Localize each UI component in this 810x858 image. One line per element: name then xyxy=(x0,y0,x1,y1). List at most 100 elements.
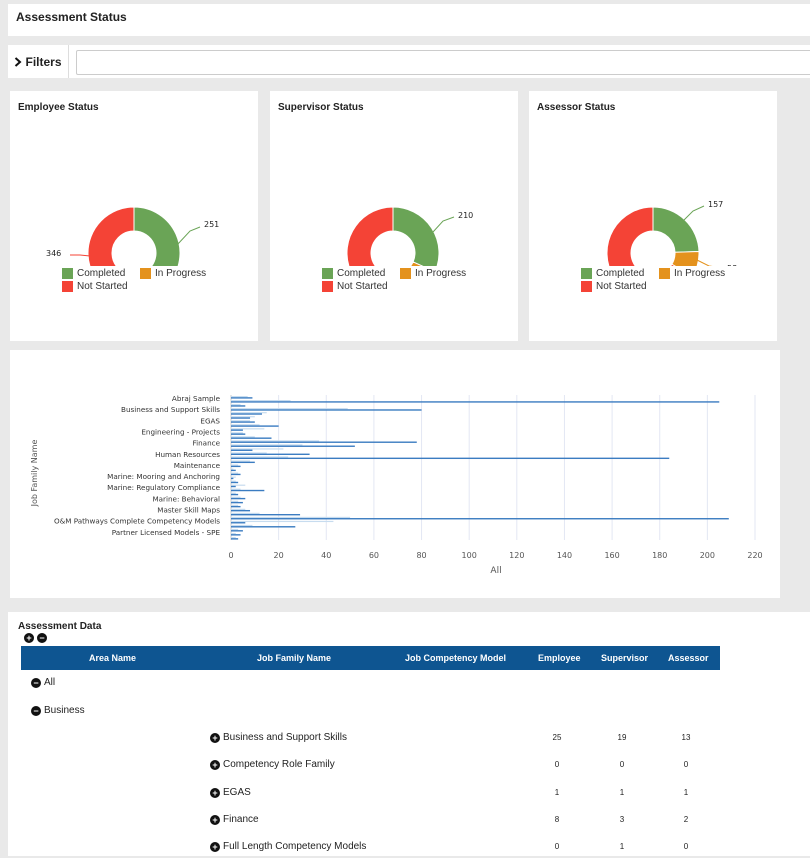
bar-light[interactable] xyxy=(231,488,241,490)
bar-light[interactable] xyxy=(231,448,284,450)
bar-light[interactable] xyxy=(231,476,236,478)
tree-node-business[interactable]: − Business xyxy=(31,705,85,716)
bar-dark[interactable] xyxy=(231,461,255,464)
bar-light[interactable] xyxy=(231,428,265,430)
bar-light[interactable] xyxy=(231,396,248,398)
col-employee[interactable]: Employee xyxy=(538,653,581,663)
bar-dark[interactable] xyxy=(231,473,241,476)
bar-dark[interactable] xyxy=(231,417,251,419)
pie-slice-in-progress[interactable] xyxy=(406,261,435,266)
bar-dark[interactable] xyxy=(231,465,241,468)
bar-dark[interactable] xyxy=(231,453,310,455)
job-family-cell[interactable]: + Finance xyxy=(210,814,259,825)
legend-in-progress[interactable]: In Progress xyxy=(659,268,725,279)
bar-light[interactable] xyxy=(231,460,251,462)
bar-light[interactable] xyxy=(231,416,255,418)
bar-light[interactable] xyxy=(231,524,253,527)
bar-light[interactable] xyxy=(231,456,289,458)
expand-plus-icon[interactable]: + xyxy=(210,814,220,825)
pie-slice-not-started[interactable] xyxy=(87,206,136,266)
job-family-cell[interactable]: + EGAS xyxy=(210,787,251,798)
bar-dark[interactable] xyxy=(231,509,251,512)
bar-light[interactable] xyxy=(231,532,236,535)
col-supervisor[interactable]: Supervisor xyxy=(601,653,649,663)
col-area-name[interactable]: Area Name xyxy=(89,653,137,663)
bar-light[interactable] xyxy=(231,400,291,402)
expand-all-plus-icon[interactable]: + xyxy=(24,633,34,643)
bar-dark[interactable] xyxy=(231,421,255,423)
bar-light[interactable] xyxy=(231,492,236,494)
bar-light[interactable] xyxy=(231,464,239,466)
bar-light[interactable] xyxy=(231,432,243,434)
tree-node-all[interactable]: − All xyxy=(31,677,55,688)
bar-light[interactable] xyxy=(231,500,239,502)
collapse-minus-icon[interactable]: − xyxy=(31,705,41,716)
bar-light[interactable] xyxy=(231,480,236,482)
bar-dark[interactable] xyxy=(231,526,296,528)
legend-not-started[interactable]: Not Started xyxy=(322,281,388,292)
filters-input[interactable] xyxy=(76,50,810,75)
legend-in-progress[interactable]: In Progress xyxy=(400,268,466,279)
bar-dark[interactable] xyxy=(231,485,236,488)
pie-slice-not-started[interactable] xyxy=(346,206,420,266)
bar-light[interactable] xyxy=(231,472,239,474)
bar-light[interactable] xyxy=(231,412,267,414)
pie-slice-not-started[interactable] xyxy=(606,206,693,266)
bar-dark[interactable] xyxy=(231,433,246,435)
bar-dark[interactable] xyxy=(231,425,279,427)
bar-dark[interactable] xyxy=(231,518,729,520)
bar-light[interactable] xyxy=(231,508,246,510)
pie-slice-completed[interactable] xyxy=(133,206,181,266)
bar-dark[interactable] xyxy=(231,441,417,443)
bar-dark[interactable] xyxy=(231,530,243,532)
bar-dark[interactable] xyxy=(231,469,236,472)
pie-slice-in-progress[interactable] xyxy=(671,251,700,266)
job-family-cell[interactable]: + Competency Role Family xyxy=(210,759,335,770)
bar-light[interactable] xyxy=(231,436,255,438)
bar-light[interactable] xyxy=(231,512,260,515)
col-job-family-name[interactable]: Job Family Name xyxy=(257,653,332,663)
bar-dark[interactable] xyxy=(231,505,241,508)
filters-toggle-button[interactable]: Filters xyxy=(8,45,69,78)
bar-light[interactable] xyxy=(231,468,234,470)
expand-plus-icon[interactable]: + xyxy=(210,841,220,852)
bar-dark[interactable] xyxy=(231,429,243,431)
bar-dark[interactable] xyxy=(231,401,720,403)
expand-plus-icon[interactable]: + xyxy=(210,732,220,743)
bar-light[interactable] xyxy=(231,520,334,523)
bar-light[interactable] xyxy=(231,440,320,442)
bar-dark[interactable] xyxy=(231,445,355,447)
bar-light[interactable] xyxy=(231,528,239,531)
collapse-minus-icon[interactable]: − xyxy=(31,677,41,688)
pie-slice-completed[interactable] xyxy=(392,206,440,266)
bar-light[interactable] xyxy=(231,424,260,426)
bar-dark[interactable] xyxy=(231,501,243,504)
collapse-all-minus-icon[interactable]: − xyxy=(37,633,47,643)
legend-completed[interactable]: Completed xyxy=(581,268,644,279)
col-job-competency-model[interactable]: Job Competency Model xyxy=(405,653,507,663)
bar-light[interactable] xyxy=(231,444,303,446)
legend-not-started[interactable]: Not Started xyxy=(581,281,647,292)
job-family-cell[interactable]: + Full Length Competency Models xyxy=(210,841,366,852)
bar-dark[interactable] xyxy=(231,477,234,480)
bar-light[interactable] xyxy=(231,536,236,539)
bar-light[interactable] xyxy=(231,420,251,422)
bar-dark[interactable] xyxy=(231,514,301,516)
bar-light[interactable] xyxy=(231,408,348,410)
legend-in-progress[interactable]: In Progress xyxy=(140,268,206,279)
bar-dark[interactable] xyxy=(231,413,262,415)
bar-dark[interactable] xyxy=(231,522,246,524)
bar-dark[interactable] xyxy=(231,538,239,540)
legend-not-started[interactable]: Not Started xyxy=(62,281,128,292)
bar-dark[interactable] xyxy=(231,489,265,492)
bar-dark[interactable] xyxy=(231,481,239,484)
bar-dark[interactable] xyxy=(231,493,239,496)
bar-dark[interactable] xyxy=(231,497,246,500)
expand-plus-icon[interactable]: + xyxy=(210,787,220,798)
legend-completed[interactable]: Completed xyxy=(62,268,125,279)
pie-slice-completed[interactable] xyxy=(652,206,700,253)
bar-light[interactable] xyxy=(231,496,241,498)
bar-light[interactable] xyxy=(231,516,351,519)
bar-dark[interactable] xyxy=(231,437,272,439)
bar-dark[interactable] xyxy=(231,409,422,411)
